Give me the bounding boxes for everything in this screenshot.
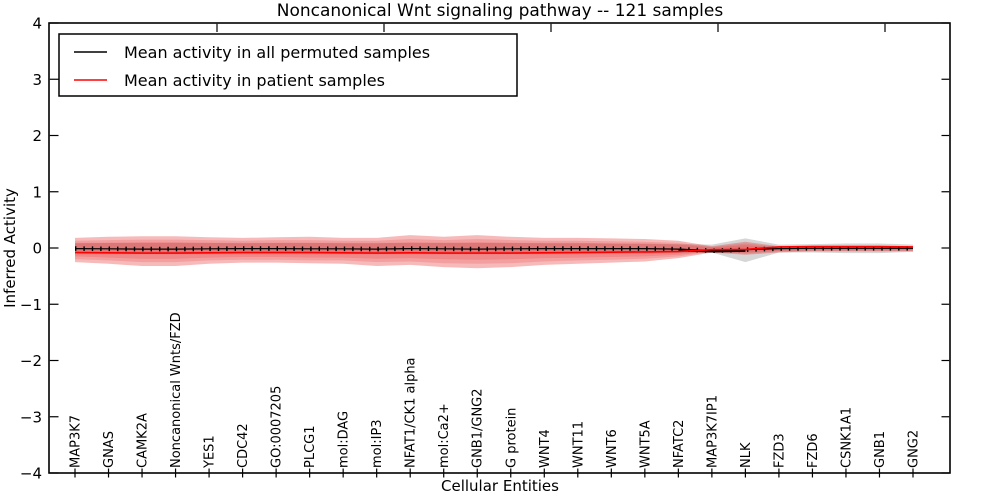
band-permuted-range [75, 238, 913, 263]
x-tick-label: MAP3K7 [69, 415, 84, 468]
x-tick-label: NLK [739, 442, 754, 468]
legend-box [58, 33, 518, 97]
x-tick-label: Noncanonical Wnts/FZD [169, 312, 184, 468]
x-tick-label: mol:Ca2+ [437, 403, 452, 468]
x-tick-label: GNG2 [907, 430, 922, 468]
y-tick-label: −2 [20, 352, 42, 370]
x-tick-label: PLCG1 [303, 425, 318, 468]
x-tick-label: GNB1/GNG2 [471, 388, 486, 468]
y-tick-label: −4 [20, 465, 42, 483]
x-tick-label: CAMK2A [136, 413, 151, 468]
x-axis-label: Cellular Entities [441, 477, 559, 495]
y-axis-label: Inferred Activity [1, 188, 19, 308]
x-tick-label: GNAS [102, 431, 117, 468]
y-tick-label: 1 [32, 183, 42, 201]
y-tick-label: −1 [20, 296, 42, 314]
x-tick-label: MAP3K7IP1 [705, 395, 720, 468]
x-tick-label: NFATC2 [672, 420, 687, 468]
x-tick-label: WNT4 [538, 429, 553, 468]
plot-area: MAP3K7 GNAS CAMK2A Noncanonical Wnts/FZD YES… [20, 15, 950, 483]
x-tick-label: mol:DAG [337, 411, 352, 468]
legend: Mean activity in all permuted samples Me… [58, 33, 518, 97]
x-tick-label: GO:0007205 [270, 386, 285, 468]
legend-label-permuted: Mean activity in all permuted samples [124, 43, 430, 62]
y-tick-label: 0 [32, 240, 42, 258]
x-tick-label: FZD6 [806, 433, 821, 468]
x-tick-label: YES1 [203, 435, 218, 469]
x-tick-label: WNT6 [605, 429, 620, 468]
y-tick-label: 3 [32, 71, 42, 89]
axes-frame [48, 22, 951, 474]
x-tick-label: CDC42 [236, 423, 251, 468]
legend-label-patient: Mean activity in patient samples [124, 71, 385, 90]
x-tick-label: WNT11 [571, 421, 586, 468]
y-tick-label: 4 [32, 15, 42, 33]
series-line-Mean-activity-in-patient-samples [74, 245, 914, 254]
chart-title: Noncanonical Wnt signaling pathway -- 12… [277, 1, 724, 21]
y-tick-label: −3 [20, 408, 42, 426]
x-tick-label: CSNK1A1 [840, 407, 855, 468]
band-patient-outer [75, 235, 913, 269]
x-tick-label: GNB1 [873, 431, 888, 468]
x-tick-label: mol:IP3 [370, 419, 385, 468]
x-tick-label: NFAT1/CK1 alpha [404, 357, 419, 468]
x-tick-label: FZD3 [772, 433, 787, 468]
series-markers-Mean-activity-in-all-permuted-samples [74, 246, 913, 254]
y-tick-label: 2 [32, 127, 42, 145]
band-patient-mid [75, 239, 913, 264]
x-tick-label: G protein [504, 408, 519, 468]
band-patient-inner [75, 242, 913, 260]
x-tick-label: WNT5A [638, 420, 653, 468]
